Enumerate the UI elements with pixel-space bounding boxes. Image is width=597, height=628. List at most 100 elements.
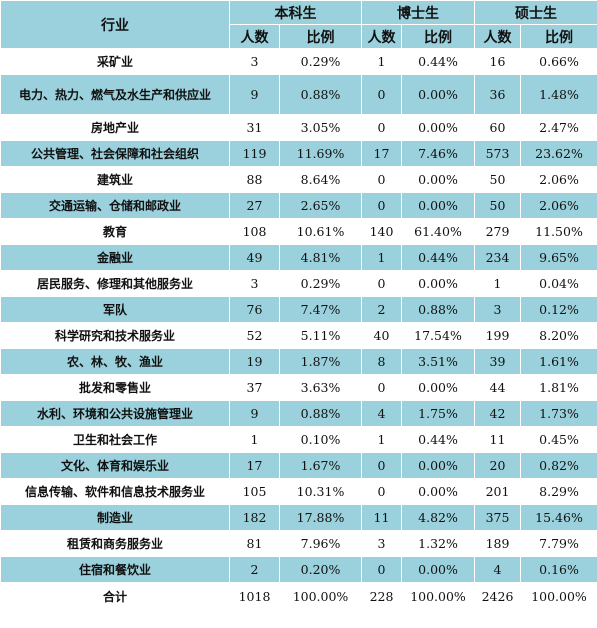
total-row: 合计 1018 100.00% 228 100.00% 2426 100.00% xyxy=(0,582,597,611)
industry-name: 合计 xyxy=(0,582,230,611)
master-count: 189 xyxy=(474,530,521,557)
undergrad-ratio: 100.00% xyxy=(279,582,362,611)
phd-ratio: 0.00% xyxy=(401,478,475,505)
master-ratio: 1.73% xyxy=(520,400,597,427)
master-ratio: 15.46% xyxy=(520,504,597,531)
undergrad-ratio: 10.31% xyxy=(279,478,362,505)
phd-ratio: 0.00% xyxy=(401,556,475,583)
industry-name: 公共管理、社会保障和社会组织 xyxy=(0,140,230,167)
master-ratio: 2.06% xyxy=(520,166,597,193)
master-ratio: 1.48% xyxy=(520,74,597,115)
phd-count: 4 xyxy=(361,400,402,427)
table-row: 公共管理、社会保障和社会组织 119 11.69% 17 7.46% 573 23.62% xyxy=(0,140,597,167)
master-ratio: 0.45% xyxy=(520,426,597,453)
undergrad-count: 81 xyxy=(229,530,280,557)
master-count: 11 xyxy=(474,426,521,453)
master-ratio: 0.16% xyxy=(520,556,597,583)
undergrad-ratio: 0.29% xyxy=(279,270,362,297)
master-count: 573 xyxy=(474,140,521,167)
table-row: 金融业 49 4.81% 1 0.44% 234 9.65% xyxy=(0,244,597,271)
phd-ratio: 0.00% xyxy=(401,166,475,193)
table-row: 卫生和社会工作 1 0.10% 1 0.44% 11 0.45% xyxy=(0,426,597,453)
master-ratio: 7.79% xyxy=(520,530,597,557)
header-ratio: 比例 xyxy=(401,24,475,49)
table-row: 交通运输、仓储和邮政业 27 2.65% 0 0.00% 50 2.06% xyxy=(0,192,597,219)
phd-count: 40 xyxy=(361,322,402,349)
master-ratio: 0.82% xyxy=(520,452,597,479)
table-row: 采矿业 3 0.29% 1 0.44% 16 0.66% xyxy=(0,48,597,75)
industry-name: 租赁和商务服务业 xyxy=(0,530,230,557)
industry-name: 科学研究和技术服务业 xyxy=(0,322,230,349)
undergrad-ratio: 0.88% xyxy=(279,74,362,115)
phd-count: 228 xyxy=(361,582,402,611)
undergrad-count: 105 xyxy=(229,478,280,505)
phd-ratio: 17.54% xyxy=(401,322,475,349)
phd-ratio: 0.88% xyxy=(401,296,475,323)
table-row: 租赁和商务服务业 81 7.96% 3 1.32% 189 7.79% xyxy=(0,530,597,557)
undergrad-ratio: 8.64% xyxy=(279,166,362,193)
industry-name: 农、林、牧、渔业 xyxy=(0,348,230,375)
industry-name: 文化、体育和娱乐业 xyxy=(0,452,230,479)
phd-count: 0 xyxy=(361,270,402,297)
industry-name: 建筑业 xyxy=(0,166,230,193)
phd-count: 0 xyxy=(361,452,402,479)
phd-count: 0 xyxy=(361,374,402,401)
undergrad-count: 182 xyxy=(229,504,280,531)
phd-ratio: 0.00% xyxy=(401,74,475,115)
undergrad-ratio: 3.05% xyxy=(279,114,362,141)
undergrad-count: 3 xyxy=(229,270,280,297)
header-ratio: 比例 xyxy=(279,24,362,49)
table-row: 信息传输、软件和信息技术服务业 105 10.31% 0 0.00% 201 8.29% xyxy=(0,478,597,505)
header-industry: 行业 xyxy=(0,0,230,49)
undergrad-ratio: 4.81% xyxy=(279,244,362,271)
phd-ratio: 1.32% xyxy=(401,530,475,557)
undergrad-count: 37 xyxy=(229,374,280,401)
undergrad-ratio: 0.88% xyxy=(279,400,362,427)
table-body: 采矿业 3 0.29% 1 0.44% 16 0.66% 电力、热力、燃气及水生产和供应业 9 0… xyxy=(0,48,597,611)
undergrad-ratio: 11.69% xyxy=(279,140,362,167)
master-count: 60 xyxy=(474,114,521,141)
master-ratio: 0.66% xyxy=(520,48,597,75)
table-row: 科学研究和技术服务业 52 5.11% 40 17.54% 199 8.20% xyxy=(0,322,597,349)
phd-ratio: 61.40% xyxy=(401,218,475,245)
undergrad-count: 3 xyxy=(229,48,280,75)
undergrad-ratio: 0.10% xyxy=(279,426,362,453)
phd-count: 2 xyxy=(361,296,402,323)
undergrad-count: 27 xyxy=(229,192,280,219)
phd-ratio: 0.00% xyxy=(401,270,475,297)
phd-count: 1 xyxy=(361,244,402,271)
phd-ratio: 0.00% xyxy=(401,452,475,479)
master-count: 39 xyxy=(474,348,521,375)
undergrad-ratio: 0.20% xyxy=(279,556,362,583)
undergrad-count: 49 xyxy=(229,244,280,271)
industry-name: 军队 xyxy=(0,296,230,323)
master-ratio: 2.47% xyxy=(520,114,597,141)
phd-ratio: 0.00% xyxy=(401,114,475,141)
phd-count: 0 xyxy=(361,478,402,505)
industry-name: 房地产业 xyxy=(0,114,230,141)
table-row: 建筑业 88 8.64% 0 0.00% 50 2.06% xyxy=(0,166,597,193)
industry-name: 居民服务、修理和其他服务业 xyxy=(0,270,230,297)
header-undergrad: 本科生 xyxy=(229,0,362,25)
master-count: 50 xyxy=(474,192,521,219)
phd-ratio: 0.00% xyxy=(401,374,475,401)
undergrad-count: 108 xyxy=(229,218,280,245)
undergrad-count: 119 xyxy=(229,140,280,167)
phd-count: 1 xyxy=(361,48,402,75)
master-count: 4 xyxy=(474,556,521,583)
undergrad-count: 9 xyxy=(229,400,280,427)
master-count: 199 xyxy=(474,322,521,349)
master-ratio: 9.65% xyxy=(520,244,597,271)
master-count: 2426 xyxy=(474,582,521,611)
master-count: 375 xyxy=(474,504,521,531)
phd-ratio: 100.00% xyxy=(401,582,475,611)
undergrad-ratio: 3.63% xyxy=(279,374,362,401)
master-ratio: 8.20% xyxy=(520,322,597,349)
undergrad-count: 76 xyxy=(229,296,280,323)
table-row: 批发和零售业 37 3.63% 0 0.00% 44 1.81% xyxy=(0,374,597,401)
phd-count: 0 xyxy=(361,74,402,115)
master-count: 201 xyxy=(474,478,521,505)
header-master: 硕士生 xyxy=(474,0,597,25)
table-row: 教育 108 10.61% 140 61.40% 279 11.50% xyxy=(0,218,597,245)
master-count: 16 xyxy=(474,48,521,75)
